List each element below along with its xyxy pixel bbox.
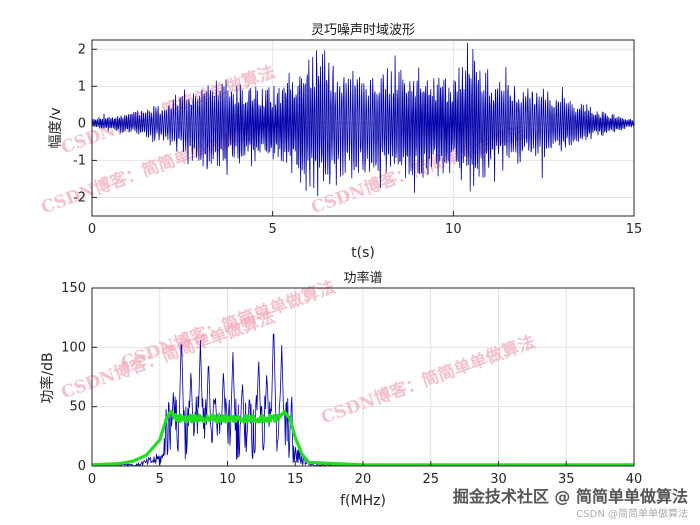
time-domain-ytick-label: -1	[73, 153, 86, 168]
power-spectrum-xtick-label: 5	[156, 472, 164, 487]
power-spectrum-ticks: 0 5 10 15 20 25 30 35 40 0 50 100 150	[61, 281, 642, 487]
power-spectrum-chart: CSDN博客：简简单单做算法 CSDN博客：简简单单做算法CSDN博客：简简单单做…	[39, 270, 642, 509]
power-spectrum-ytick-label: 50	[69, 400, 86, 415]
power-spectrum-xtick-label: 15	[287, 472, 304, 487]
power-spectrum-xtick-label: 40	[626, 472, 643, 487]
time-domain-ytick-label: 0	[78, 116, 86, 131]
time-domain-axes-box	[91, 39, 635, 217]
time-domain-ytick-label: -2	[73, 190, 86, 205]
time-domain-chart: CSDN博客：简简单单做算法 CSDN博客：简简单单做算法CSDN博客：简简单单做…	[38, 23, 642, 261]
footer-main-text: 掘金技术社区 @ 简简单单做算法	[453, 487, 688, 506]
time-domain-ylabel: 幅度/v	[48, 107, 64, 148]
time-domain-plot-area	[92, 40, 634, 216]
time-domain-xtick-label: 10	[445, 222, 462, 237]
footer-sub-text: CSDN @简简单单做算法	[576, 507, 688, 520]
power-spectrum-ylabel: 功率/dB	[39, 352, 56, 403]
time-domain-ticks: 0 5 10 15 -2 -1 0 1 2	[73, 42, 642, 237]
power-spectrum-ytick-label: 100	[61, 340, 86, 355]
power-spectrum-title: 功率谱	[343, 270, 382, 286]
time-domain-title: 灵巧噪声时域波形	[311, 23, 415, 38]
power-spectrum-xtick-label: 0	[88, 472, 96, 487]
power-spectrum-xtick-label: 35	[558, 472, 575, 487]
time-domain-series	[91, 42, 635, 197]
time-domain-xtick-label: 5	[269, 222, 277, 237]
power-spectrum-xtick-label: 20	[355, 472, 372, 487]
time-domain-xtick-label: 0	[88, 222, 96, 237]
power-spectrum-ytick-label: 150	[61, 281, 86, 296]
time-domain-xlabel: t(s)	[351, 245, 375, 261]
power-spectrum-ytick-label: 0	[78, 459, 86, 474]
time-domain-ytick-label: 2	[78, 42, 86, 57]
power-spectrum-xtick-label: 10	[219, 472, 236, 487]
power-spectrum-xlabel: f(MHz)	[340, 493, 386, 509]
time-domain-xtick-label: 15	[626, 222, 643, 237]
time-domain-ytick-label: 1	[78, 79, 86, 94]
time-domain-waveform-line	[91, 42, 635, 197]
power-spectrum-xtick-label: 30	[490, 472, 507, 487]
power-spectrum-xtick-label: 25	[422, 472, 439, 487]
